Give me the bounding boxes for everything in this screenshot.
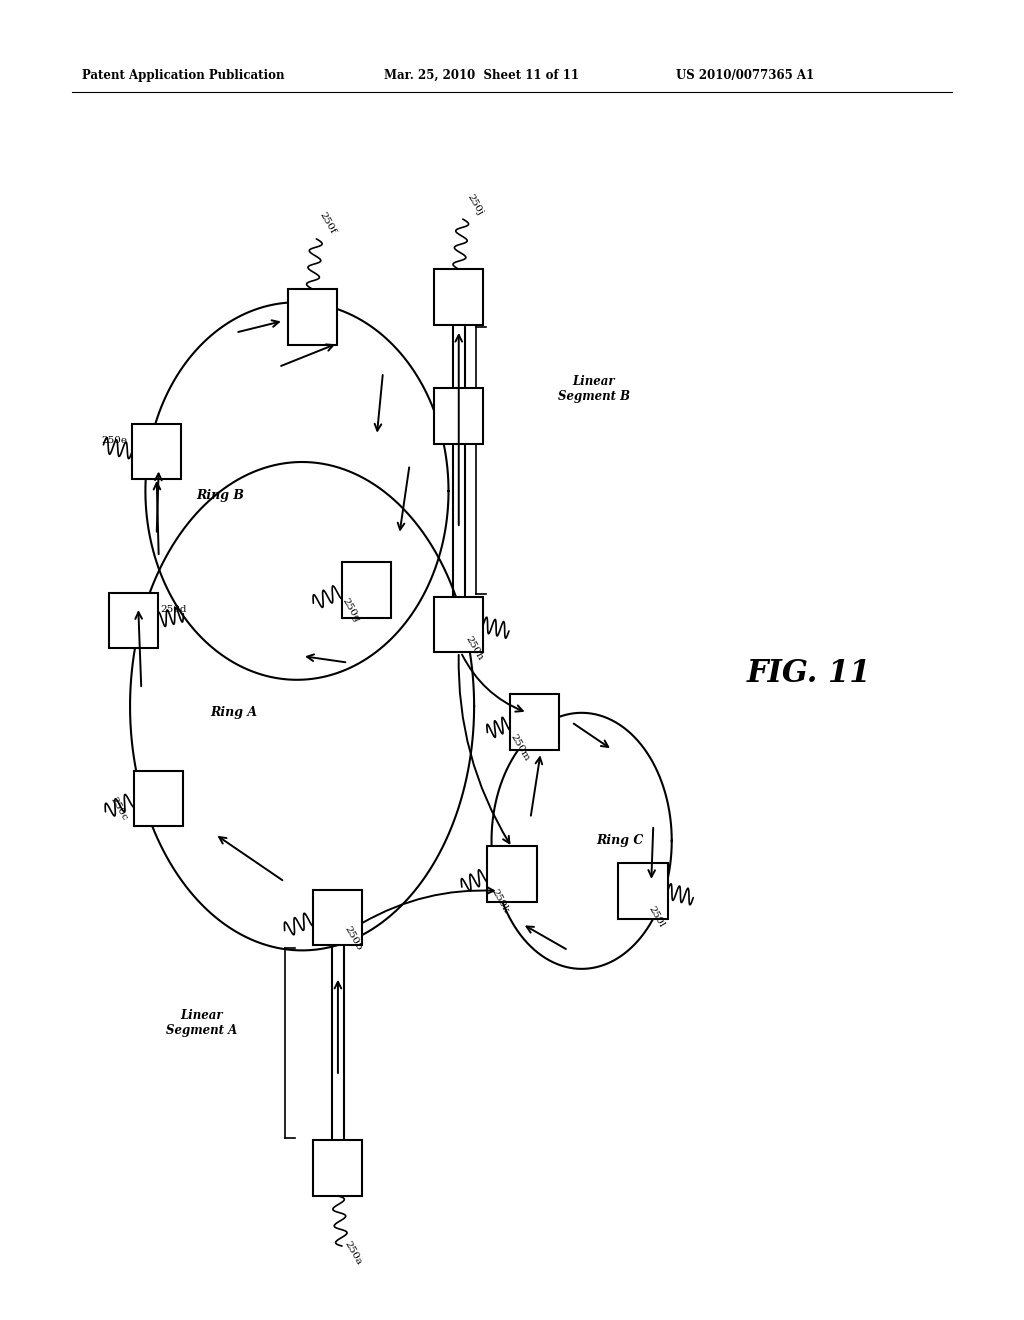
Bar — [618, 863, 668, 919]
Bar — [134, 771, 183, 826]
Text: 250d: 250d — [161, 605, 187, 614]
Text: 250f: 250f — [317, 210, 337, 235]
Text: 250c: 250c — [109, 796, 129, 822]
Text: 250m: 250m — [509, 733, 531, 763]
Text: Ring C: Ring C — [596, 834, 643, 847]
Bar — [342, 562, 391, 618]
Text: Mar. 25, 2010  Sheet 11 of 11: Mar. 25, 2010 Sheet 11 of 11 — [384, 69, 579, 82]
Text: 250j: 250j — [465, 193, 484, 216]
Text: Ring B: Ring B — [197, 488, 244, 502]
Text: 250a: 250a — [343, 1239, 364, 1266]
Bar — [434, 269, 483, 325]
Text: 250k: 250k — [489, 887, 510, 915]
Text: Ring A: Ring A — [210, 706, 257, 719]
Text: FIG. 11: FIG. 11 — [746, 657, 871, 689]
Bar — [434, 597, 483, 652]
Text: Patent Application Publication: Patent Application Publication — [82, 69, 285, 82]
Bar — [132, 424, 181, 479]
Bar — [288, 289, 337, 345]
Text: 250g: 250g — [340, 597, 361, 624]
Bar — [510, 694, 559, 750]
Text: 250e: 250e — [101, 436, 127, 445]
Bar — [487, 846, 537, 902]
Text: 250h: 250h — [464, 635, 485, 663]
Text: Linear
Segment B: Linear Segment B — [558, 375, 630, 404]
Text: Linear
Segment A: Linear Segment A — [166, 1008, 238, 1038]
Bar — [313, 1140, 362, 1196]
Text: 250l: 250l — [646, 904, 666, 929]
Text: US 2010/0077365 A1: US 2010/0077365 A1 — [676, 69, 814, 82]
Text: 250b: 250b — [343, 924, 365, 952]
Bar — [109, 593, 158, 648]
Bar — [313, 890, 362, 945]
Bar — [434, 388, 483, 444]
